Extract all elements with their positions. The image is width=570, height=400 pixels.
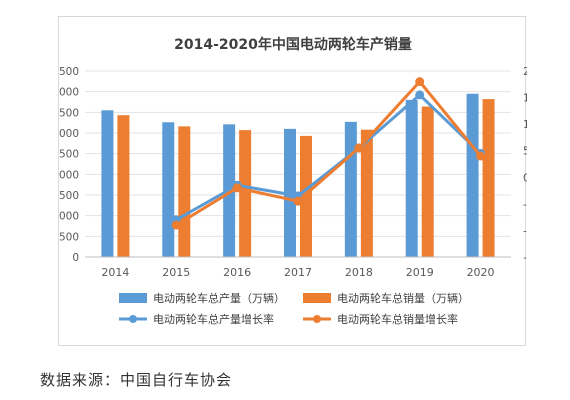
line-marker (415, 90, 425, 100)
right-axis-tick-label: -5% (523, 199, 527, 211)
left-axis-tick-label: 3,500 (59, 107, 79, 119)
right-axis-tick-label: 0% (523, 172, 527, 184)
legend-label: 电动两轮车总销量增长率 (337, 312, 458, 326)
bar (300, 135, 312, 257)
series-line (174, 80, 483, 227)
bar (178, 126, 191, 258)
legend: 电动两轮车总产量（万辆） 电动两轮车总销量（万辆） 电动两轮车总产量增长率 电动两轮车… (119, 291, 469, 326)
legend-label: 电动两轮车总产量（万辆） (153, 291, 285, 305)
gridlines (85, 70, 511, 258)
combo-chart: 2014-2020年中国电动两轮车产销量 0 500 1,000 1,500 2,000… (59, 36, 527, 326)
left-axis-tick-label: 3,000 (59, 128, 79, 140)
bar (239, 130, 252, 257)
left-axis-tick-label: 1,500 (59, 190, 79, 202)
right-axis-tick-label: 5% (523, 146, 527, 158)
right-axis-tick-label: 10% (523, 119, 527, 131)
line-marker (354, 143, 364, 153)
series-line (174, 93, 483, 222)
x-axis: 2014 2015 2016 2017 2018 2019 2020 (85, 256, 511, 279)
right-axis: -15% -10% -5% 0% 5% 10% 15% 20% (523, 66, 527, 264)
right-axis-tick-label: 20% (523, 66, 527, 78)
bar (344, 121, 357, 257)
x-axis-tick-label: 2020 (467, 266, 495, 279)
legend-label: 电动两轮车总销量（万辆） (337, 291, 469, 305)
bar-series (101, 93, 495, 258)
x-axis-tick-label: 2015 (162, 266, 190, 279)
x-axis-tick-label: 2017 (284, 266, 312, 279)
left-axis-tick-label: 1,000 (59, 211, 79, 223)
right-axis-tick-label: 15% (523, 93, 527, 105)
legend-swatch-marker (313, 315, 321, 323)
chart-title: 2014-2020年中国电动两轮车产销量 (174, 36, 412, 53)
bar (101, 110, 114, 258)
legend-swatch-marker (129, 315, 137, 323)
left-axis-tick-label: 4,500 (59, 66, 79, 78)
x-axis-tick-label: 2018 (345, 266, 373, 279)
bar (421, 106, 434, 258)
line-marker (171, 220, 181, 230)
legend-swatch (303, 293, 331, 303)
right-axis-tick-label: -15% (523, 252, 527, 264)
bar (117, 115, 130, 257)
line-series (171, 77, 486, 230)
legend-swatch (119, 293, 147, 303)
x-axis-tick-label: 2019 (406, 266, 434, 279)
left-axis-tick-label: 0 (72, 252, 79, 264)
x-axis-tick-label: 2016 (223, 266, 251, 279)
left-axis-tick-label: 2,500 (59, 149, 79, 161)
bar (360, 129, 373, 257)
line-marker (415, 77, 425, 87)
left-axis-tick-label: 500 (59, 231, 79, 243)
line-marker (476, 151, 486, 161)
chart-frame: 2014-2020年中国电动两轮车产销量 0 500 1,000 1,500 2,000… (58, 16, 527, 346)
left-axis-tick-label: 2,000 (59, 169, 79, 181)
bar (405, 99, 418, 257)
bar (162, 122, 175, 258)
left-axis-tick-label: 4,000 (59, 87, 79, 99)
bar (284, 128, 296, 257)
line-marker (293, 196, 303, 206)
bar (482, 99, 495, 258)
x-axis-tick-label: 2014 (101, 266, 129, 279)
left-axis: 0 500 1,000 1,500 2,000 2,500 3,000 3,500 4,000 4… (59, 66, 79, 264)
source-note: 数据来源：中国自行车协会 (40, 371, 233, 389)
line-marker (232, 183, 242, 193)
bar (466, 93, 479, 257)
legend-label: 电动两轮车总产量增长率 (153, 312, 274, 326)
right-axis-tick-label: -10% (523, 225, 527, 237)
